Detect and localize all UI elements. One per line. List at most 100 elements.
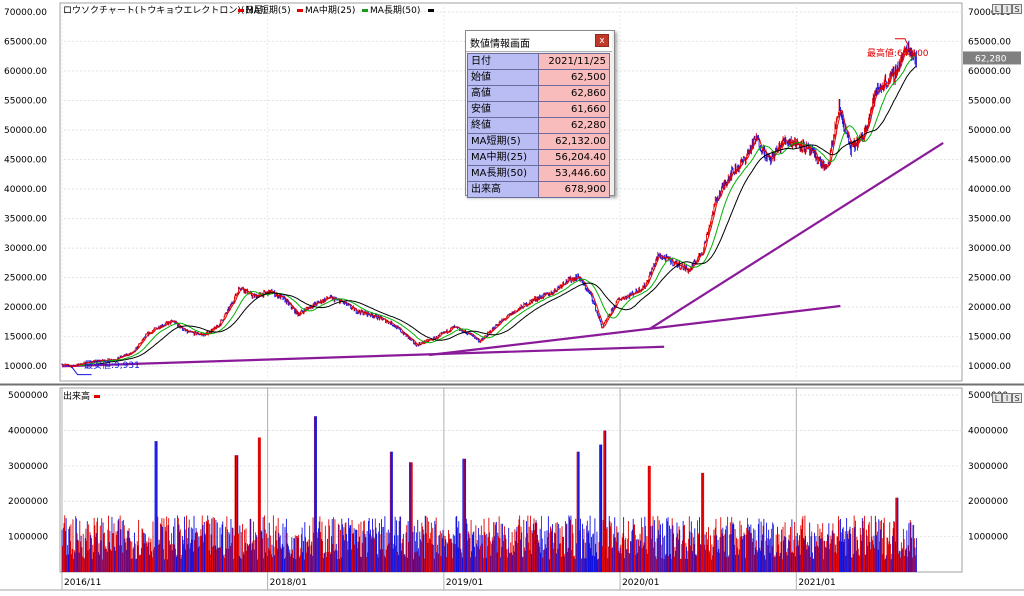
date-label: 2020/01 <box>622 578 659 588</box>
price-tick-label-right: 30000.00 <box>968 244 1011 254</box>
volume-button-s[interactable]: S <box>1012 393 1022 403</box>
low-price-pointer <box>71 366 92 376</box>
volume-tick-label-right: 4000000 <box>968 426 1008 436</box>
info-value: 53,446.60 <box>538 165 610 182</box>
info-label: 日付 <box>467 53 539 70</box>
volume-tick-label-left: 2000000 <box>8 497 48 507</box>
price-tick-label-right: 50000.00 <box>968 126 1011 136</box>
info-value: 2021/11/25 <box>538 53 610 70</box>
info-row: MA短期(5) 62,132.00 <box>467 133 610 150</box>
price-tick-label-left: 30000.00 <box>4 244 47 254</box>
panel-button-i[interactable]: I <box>1002 4 1012 14</box>
low-price-label: 最安値:9,931 <box>84 359 140 371</box>
price-tick-label-left: 35000.00 <box>4 215 47 225</box>
info-value: 56,204.40 <box>538 149 610 166</box>
close-button[interactable]: x <box>595 34 609 47</box>
current-price-label: 62,280 <box>975 54 1007 64</box>
info-panel-titlebar[interactable]: 数値情報画面 x <box>466 31 612 52</box>
info-value: 678,900 <box>538 181 610 198</box>
info-value: 62,500 <box>538 69 610 86</box>
date-label: 2018/01 <box>270 578 307 588</box>
volume-title: 出来高 <box>63 390 90 402</box>
legend-swatch-ma-mid <box>297 9 303 12</box>
legend-swatch-extra <box>428 9 434 12</box>
legend-swatch-ma-long <box>362 9 368 12</box>
info-row: MA長期(50) 53,446.60 <box>467 165 610 182</box>
price-tick-label-left: 60000.00 <box>4 67 47 77</box>
info-value: 62,132.00 <box>538 133 610 150</box>
info-label: 安値 <box>467 101 539 118</box>
info-row: MA中期(25) 56,204.40 <box>467 149 610 166</box>
info-panel-title: 数値情報画面 <box>470 39 530 50</box>
info-label: MA短期(5) <box>467 133 539 150</box>
volume-tick-label-right: 1000000 <box>968 533 1008 543</box>
price-tick-label-right: 65000.00 <box>968 37 1011 47</box>
info-row: 始値 62,500 <box>467 69 610 86</box>
volume-tick-label-left: 1000000 <box>8 533 48 543</box>
current-price-box <box>963 51 1021 65</box>
date-label: 2016/11 <box>64 578 101 588</box>
volume-legend-swatch <box>94 395 100 398</box>
legend-swatch-ma-short <box>238 9 244 12</box>
price-tick-label-right: 70000.00 <box>968 8 1011 18</box>
info-row: 日付 2021/11/25 <box>467 53 610 70</box>
price-tick-label-right: 20000.00 <box>968 303 1011 313</box>
price-tick-label-right: 40000.00 <box>968 185 1011 195</box>
volume-tick-label-right: 2000000 <box>968 497 1008 507</box>
legend: MA短期(5) MA中期(25) MA長期(50) <box>238 4 434 16</box>
panel-button-l[interactable]: L <box>992 4 1002 14</box>
price-tick-label-right: 10000.00 <box>968 362 1011 372</box>
info-label: MA長期(50) <box>467 165 539 182</box>
volume-tick-label-left: 4000000 <box>8 426 48 436</box>
info-row: 安値 61,660 <box>467 101 610 118</box>
high-price-pointer <box>894 38 910 47</box>
price-tick-label-right: 15000.00 <box>968 333 1011 343</box>
legend-ma-mid: MA中期(25) <box>305 4 355 16</box>
volume-button-i[interactable]: I <box>1002 393 1012 403</box>
price-tick-label-right: 60000.00 <box>968 67 1011 77</box>
legend-ma-short: MA短期(5) <box>246 4 291 16</box>
panel-button-s[interactable]: S <box>1012 4 1022 14</box>
volume-button-l[interactable]: L <box>992 393 1002 403</box>
info-value: 62,280 <box>538 117 610 134</box>
price-tick-label-right: 45000.00 <box>968 156 1011 166</box>
trendline-support-3 <box>648 142 944 330</box>
info-value: 61,660 <box>538 101 610 118</box>
high-price-label: 最高値:64,100 <box>867 47 929 59</box>
chart-title: ロウソクチャート(トウキョウエレクトロン)(日足) <box>63 5 266 16</box>
volume-tick-label-left: 3000000 <box>8 462 48 472</box>
price-tick-label-left: 70000.00 <box>4 8 47 18</box>
info-table: 日付 2021/11/25 始値 62,500 高値 62,860 安値 61,660 … <box>467 53 610 198</box>
volume-tick-label-left: 5000000 <box>8 391 48 401</box>
ma-mid-line <box>79 53 917 366</box>
legend-ma-long: MA長期(50) <box>370 5 420 16</box>
info-label: MA中期(25) <box>467 149 539 166</box>
volume-tick-label-right: 5000000 <box>968 391 1008 401</box>
info-label: 始値 <box>467 69 539 86</box>
ma-long-line <box>96 65 917 365</box>
trendline-support-2 <box>429 304 841 357</box>
price-tick-label-left: 25000.00 <box>4 274 47 284</box>
price-tick-label-right: 25000.00 <box>968 274 1011 284</box>
date-label: 2021/01 <box>798 578 835 588</box>
volume-tick-label-right: 3000000 <box>968 462 1008 472</box>
info-label: 高値 <box>467 85 539 102</box>
info-value: 62,860 <box>538 85 610 102</box>
price-tick-label-left: 15000.00 <box>4 333 47 343</box>
price-tick-label-left: 10000.00 <box>4 362 47 372</box>
info-row: 出来高 678,900 <box>467 181 610 198</box>
info-row: 終値 62,280 <box>467 117 610 134</box>
trendline-support-1 <box>61 345 665 368</box>
price-tick-label-left: 20000.00 <box>4 303 47 313</box>
info-label: 終値 <box>467 117 539 134</box>
price-tick-label-left: 65000.00 <box>4 37 47 47</box>
numeric-info-panel[interactable]: 数値情報画面 x 日付 2021/11/25 始値 62,500 高値 62,860 … <box>465 30 615 198</box>
price-tick-label-right: 55000.00 <box>968 96 1011 106</box>
date-label: 2019/01 <box>446 578 483 588</box>
price-tick-label-left: 40000.00 <box>4 185 47 195</box>
price-tick-label-left: 45000.00 <box>4 156 47 166</box>
info-label: 出来高 <box>467 181 539 198</box>
price-tick-label-right: 35000.00 <box>968 215 1011 225</box>
price-tick-label-left: 50000.00 <box>4 126 47 136</box>
